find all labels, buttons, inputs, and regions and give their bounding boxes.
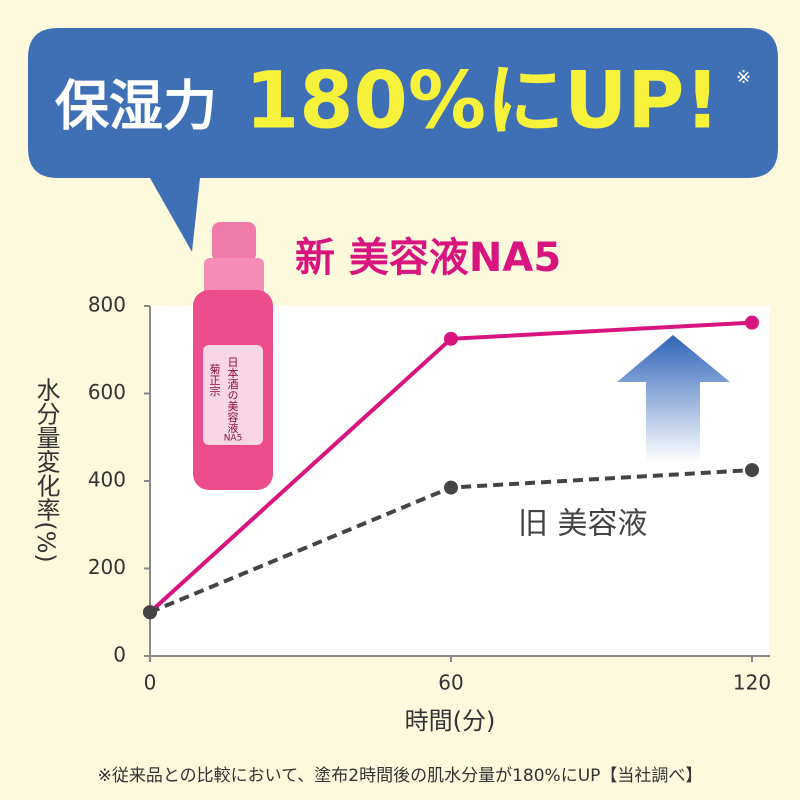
bottle-label: 日本酒の美容液 [226,357,239,435]
y-tick-label: 800 [88,293,126,317]
data-point [444,331,458,346]
y-tick-label: 400 [88,468,126,492]
series-label: 新 美容液NA5 [295,235,561,281]
data-point [444,480,458,495]
bottle-brand: 菊正宗 [208,363,221,396]
banner-claim: 180%にUP! [245,56,720,146]
y-tick-label: 0 [113,643,126,667]
x-tick-label: 120 [733,671,771,695]
y-tick-label: 200 [88,555,126,579]
footnote: ※従来品との比較において、塗布2時間後の肌水分量が180%にUP【当社調べ】 [98,765,703,786]
banner-lead: 保湿力 [55,75,217,138]
bottle-label-area [203,345,263,445]
speech-bubble [28,28,778,252]
data-point [745,315,759,330]
x-axis-title: 時間(分) [405,707,496,735]
x-tick-label: 60 [438,671,463,695]
data-point [745,463,759,478]
series-label: 旧 美容液 [518,507,648,542]
bottle-model: NA5 [224,434,243,444]
bottle-pump [212,222,256,262]
bottle: 日本酒の美容液 菊正宗 NA5 [193,222,273,490]
x-tick-label: 0 [144,671,157,695]
bottle-cap [204,258,264,298]
y-tick-label: 600 [88,380,126,404]
y-axis-title: 水分量変化率(%) [32,377,60,563]
up-arrow [617,335,730,462]
banner-mark: ※ [736,67,751,88]
data-point [143,605,157,620]
